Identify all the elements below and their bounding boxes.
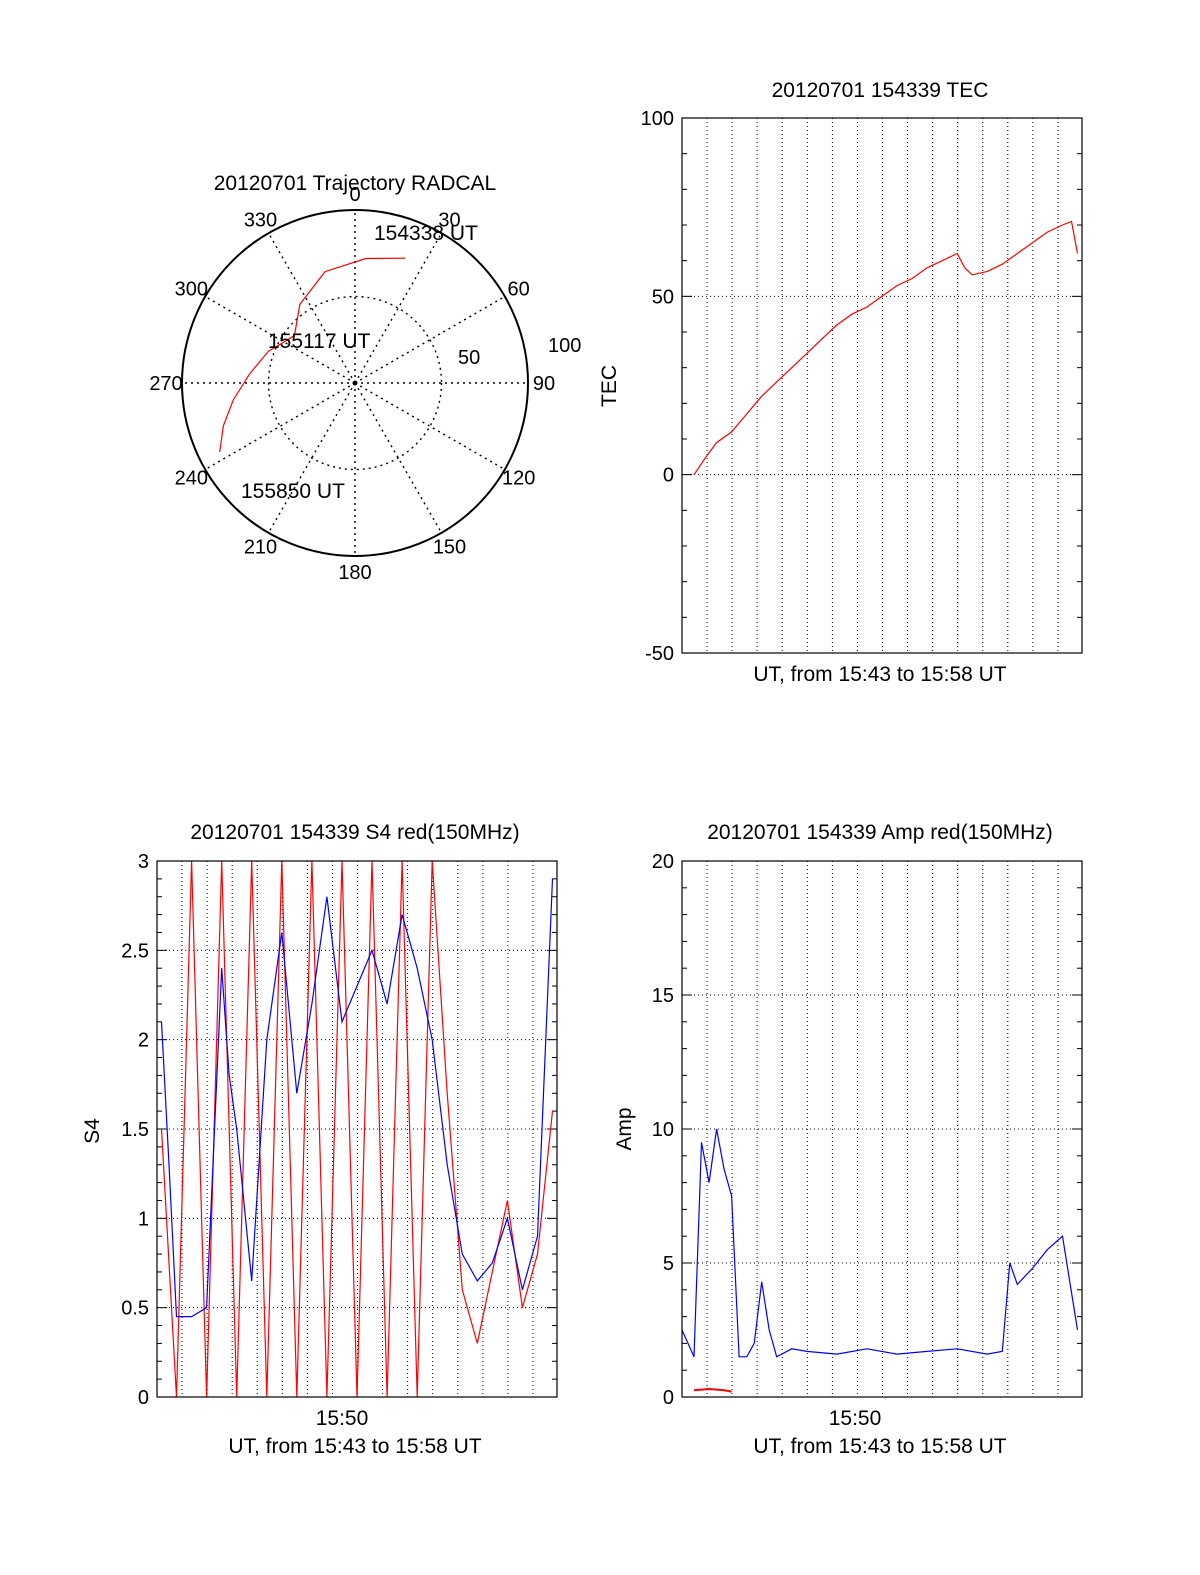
polar-azimuth-label: 240 xyxy=(175,468,208,490)
polar-azimuth-labels: 0 30 60 90 120 150 180 210 240 270 300 330 xyxy=(149,184,555,584)
trajectory-end-label: 155850 UT xyxy=(241,480,345,503)
elevation-label-100: 100 xyxy=(548,335,581,357)
amp-title: 20120701 154339 Amp red(150MHz) xyxy=(707,821,1053,844)
trajectory-start-label: 154338 UT xyxy=(374,222,478,245)
s4-panel: 20120701 154339 S4 red(150MHz) 0 0.5 1 1.5 2… xyxy=(81,821,558,1458)
polar-azimuth-label: 90 xyxy=(533,373,555,395)
polar-spoke xyxy=(204,295,356,384)
s4-ytick-label: 1.5 xyxy=(121,1119,149,1141)
s4-plot-frame xyxy=(156,860,558,1398)
amp-panel: 20120701 154339 Amp red(150MHz) 0 5 10 15 20… xyxy=(613,821,1083,1458)
trajectory-polar-panel: 20120701 Trajectory RADCAL 0 30 60 90 120 150… xyxy=(149,172,581,584)
polar-spoke xyxy=(354,382,443,534)
amp-ytick-label: 10 xyxy=(652,1119,674,1141)
tec-plot-frame xyxy=(681,117,1083,654)
tec-ytick-label: -50 xyxy=(645,643,674,665)
trajectory-title: 20120701 Trajectory RADCAL xyxy=(214,172,497,195)
amp-series-red xyxy=(693,1387,732,1393)
trajectory-mid-label: 155117 UT xyxy=(268,330,371,353)
s4-ytick-label: 0.5 xyxy=(121,1298,149,1320)
polar-azimuth-label: 180 xyxy=(338,562,371,584)
polar-azimuth-label: 30 xyxy=(438,209,460,231)
tec-xlabel: UT, from 15:43 to 15:58 UT xyxy=(753,663,1006,686)
trajectory-line xyxy=(219,257,406,452)
amp-plot-frame xyxy=(681,860,1083,1398)
amp-ylabel: Amp xyxy=(613,1107,636,1150)
polar-spoke xyxy=(204,382,356,471)
polar-azimuth-label: 150 xyxy=(433,537,466,559)
amp-ytick-label: 5 xyxy=(663,1253,674,1275)
s4-ytick-label: 0 xyxy=(138,1387,149,1409)
s4-xlabel: UT, from 15:43 to 15:58 UT xyxy=(228,1435,481,1458)
tec-ytick-label: 100 xyxy=(641,108,674,130)
polar-spoke xyxy=(354,382,506,471)
s4-gridlines xyxy=(157,861,557,1397)
tec-panel: 20120701 154339 TEC -50 0 50 100 TEC UT, fr… xyxy=(598,79,1083,686)
amp-xlabel: UT, from 15:43 to 15:58 UT xyxy=(753,1435,1006,1458)
amp-xtick-label: 15:50 xyxy=(829,1407,882,1430)
tec-title: 20120701 154339 TEC xyxy=(772,79,989,102)
amp-ticks: 0 5 10 15 20 xyxy=(652,851,1082,1409)
polar-azimuth-label: 210 xyxy=(244,537,277,559)
tec-ylabel: TEC xyxy=(598,365,621,407)
polar-outer-ring xyxy=(181,209,529,557)
s4-ytick-label: 3 xyxy=(138,851,149,873)
polar-azimuth-label: 270 xyxy=(149,373,182,395)
polar-spoke xyxy=(354,295,506,384)
amp-ytick-label: 0 xyxy=(663,1387,674,1409)
tec-ytick-label: 0 xyxy=(663,465,674,487)
s4-ytick-label: 2 xyxy=(138,1030,149,1052)
amp-gridlines xyxy=(682,861,1082,1397)
s4-ytick-label: 1 xyxy=(138,1208,149,1230)
polar-azimuth-label: 120 xyxy=(502,468,535,490)
polar-spoke xyxy=(267,232,356,384)
polar-grid xyxy=(182,210,528,556)
s4-ytick-label: 2.5 xyxy=(121,940,149,962)
s4-title: 20120701 154339 S4 red(150MHz) xyxy=(190,821,519,844)
s4-ticks: 0 0.5 1 1.5 2 2.5 3 xyxy=(121,851,557,1409)
polar-azimuth-label: 300 xyxy=(175,279,208,301)
polar-azimuth-label: 60 xyxy=(508,279,530,301)
polar-spoke xyxy=(267,382,356,534)
tec-ticks: -50 0 50 100 xyxy=(641,108,1082,665)
s4-ylabel: S4 xyxy=(81,1118,104,1144)
amp-ytick-label: 15 xyxy=(652,985,674,1007)
polar-azimuth-label: 0 xyxy=(349,184,360,206)
s4-series-blue xyxy=(160,878,554,1318)
elevation-label-50: 50 xyxy=(458,347,480,369)
tec-ytick-label: 50 xyxy=(652,286,674,308)
polar-spoke xyxy=(354,232,443,384)
tec-gridlines xyxy=(682,118,1082,653)
tec-series-red xyxy=(693,220,1079,476)
polar-azimuth-label: 330 xyxy=(244,209,277,231)
s4-xtick-label: 15:50 xyxy=(316,1407,369,1430)
amp-series-blue xyxy=(681,1128,1079,1358)
amp-ytick-label: 20 xyxy=(652,851,674,873)
polar-ring-50 xyxy=(267,295,443,471)
